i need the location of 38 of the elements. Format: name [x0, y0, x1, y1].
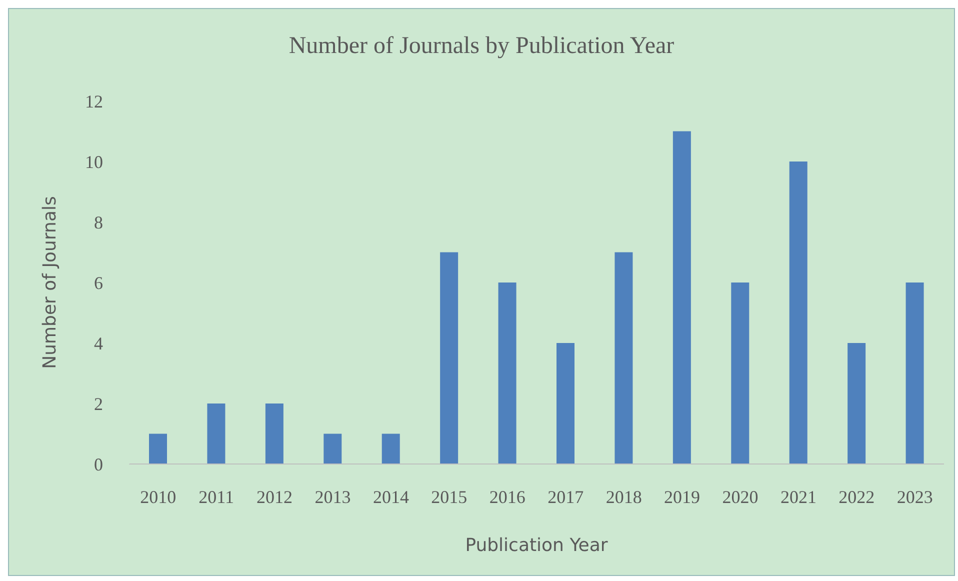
y-tick-label: 8	[94, 212, 103, 232]
bar	[265, 404, 284, 464]
y-tick-label: 4	[94, 333, 103, 354]
bar	[324, 434, 342, 464]
x-tick-label: 2022	[838, 486, 875, 507]
bar	[382, 434, 400, 464]
bar	[672, 131, 691, 464]
bar	[556, 343, 574, 464]
x-tick-label: 2012	[256, 486, 293, 507]
bar	[731, 282, 750, 464]
y-tick-label: 10	[85, 152, 103, 172]
y-tick-label: 6	[94, 272, 103, 293]
y-tick-label: 2	[94, 394, 103, 414]
x-tick-label: 2023	[896, 486, 933, 507]
x-tick-label: 2021	[780, 486, 816, 507]
bar	[614, 252, 633, 464]
y-axis-title: Number of Journals	[39, 196, 60, 369]
x-tick-label: 2018	[606, 486, 642, 507]
bar	[149, 434, 167, 464]
bar	[906, 282, 924, 464]
y-tick-label: 0	[94, 454, 103, 474]
chart-title: Number of Journals by Publication Year	[288, 33, 676, 60]
y-tick-label: 12	[85, 91, 103, 112]
x-axis-title: Publication Year	[465, 535, 608, 556]
x-tick-label: 2015	[431, 486, 468, 507]
x-tick-label: 2011	[198, 486, 234, 507]
x-tick-label: 2010	[140, 486, 176, 507]
x-tick-label: 2020	[722, 486, 758, 507]
x-tick-label: 2017	[548, 486, 584, 507]
bar	[440, 252, 458, 464]
bar	[789, 162, 808, 464]
bar	[848, 343, 866, 464]
x-tick-label: 2016	[489, 486, 526, 507]
x-tick-label: 2014	[372, 486, 409, 507]
x-tick-label: 2019	[664, 486, 700, 507]
bar	[207, 404, 226, 464]
bar	[498, 282, 516, 464]
x-tick-label: 2013	[314, 486, 351, 507]
